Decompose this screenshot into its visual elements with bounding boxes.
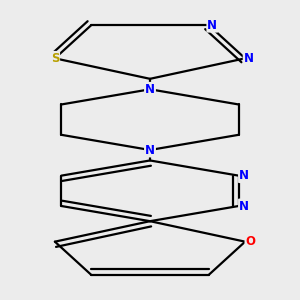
- Text: N: N: [239, 200, 249, 212]
- Text: N: N: [145, 83, 155, 96]
- Text: N: N: [145, 143, 155, 157]
- Text: N: N: [244, 52, 254, 65]
- Text: N: N: [239, 169, 249, 182]
- Text: N: N: [207, 19, 217, 32]
- Text: O: O: [245, 235, 256, 248]
- Text: S: S: [51, 52, 59, 65]
